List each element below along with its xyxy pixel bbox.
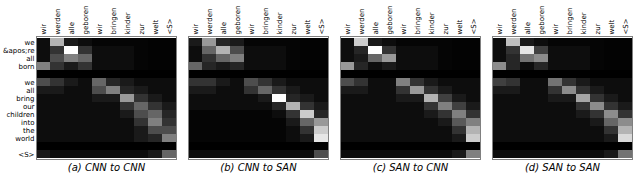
svg-text:(b) CNN to SAN: (b) CNN to SAN [220, 162, 297, 173]
svg-text:bringen: bringen [262, 8, 270, 35]
svg-text:welt: welt [608, 20, 616, 35]
svg-text:world: world [15, 135, 34, 143]
svg-text:&apos;re: &apos;re [3, 47, 35, 55]
svg-text:alle: alle [68, 22, 76, 35]
svg-text:we: we [24, 79, 34, 87]
svg-text:wir: wir [552, 24, 560, 35]
svg-text:zur: zur [442, 23, 450, 34]
svg-text:werden: werden [358, 9, 366, 35]
svg-text:wir: wir [496, 24, 504, 35]
svg-text:all: all [26, 55, 34, 63]
svg-text:geboren: geboren [538, 6, 546, 35]
svg-text:wir: wir [344, 24, 352, 35]
svg-text:geboren: geboren [386, 6, 394, 35]
svg-text:bringen: bringen [110, 8, 118, 35]
svg-text:into: into [21, 119, 34, 127]
svg-text:<S>: <S> [622, 18, 630, 34]
svg-text:born: born [19, 63, 35, 71]
svg-text:wir: wir [192, 24, 200, 35]
svg-text:wir: wir [400, 24, 408, 35]
svg-text:(d) SAN to SAN: (d) SAN to SAN [525, 162, 601, 173]
svg-text:the: the [23, 127, 35, 135]
svg-text:werden: werden [206, 9, 214, 35]
svg-text:wir: wir [248, 24, 256, 35]
svg-text:children: children [6, 111, 34, 119]
svg-text:werden: werden [54, 9, 62, 35]
svg-text:werden: werden [510, 9, 518, 35]
svg-text:bring: bring [16, 95, 34, 103]
svg-text:all: all [26, 87, 34, 95]
svg-text:zur: zur [138, 23, 146, 34]
svg-text:kinder: kinder [276, 12, 284, 34]
svg-text:bringen: bringen [566, 8, 574, 35]
svg-text:bringen: bringen [414, 8, 422, 35]
svg-text:(a) CNN to CNN: (a) CNN to CNN [68, 162, 146, 173]
svg-text:<S>: <S> [18, 151, 34, 159]
svg-text:geboren: geboren [234, 6, 242, 35]
svg-text:<S>: <S> [318, 18, 326, 34]
svg-text:alle: alle [372, 22, 380, 35]
svg-text:kinder: kinder [580, 12, 588, 34]
svg-text:(c) SAN to CNN: (c) SAN to CNN [373, 162, 449, 173]
svg-text:zur: zur [290, 23, 298, 34]
svg-text:kinder: kinder [428, 12, 436, 34]
svg-text:kinder: kinder [124, 12, 132, 34]
svg-text:zur: zur [594, 23, 602, 34]
svg-text:our: our [23, 103, 35, 111]
svg-text:<S>: <S> [470, 18, 478, 34]
svg-text:welt: welt [152, 20, 160, 35]
svg-text:wir: wir [40, 24, 48, 35]
svg-text:welt: welt [304, 20, 312, 35]
svg-text:alle: alle [220, 22, 228, 35]
svg-text:alle: alle [524, 22, 532, 35]
svg-text:geboren: geboren [82, 6, 90, 35]
svg-text:<S>: <S> [166, 18, 174, 34]
svg-text:welt: welt [456, 20, 464, 35]
svg-text:wir: wir [96, 24, 104, 35]
svg-text:we: we [24, 39, 34, 47]
